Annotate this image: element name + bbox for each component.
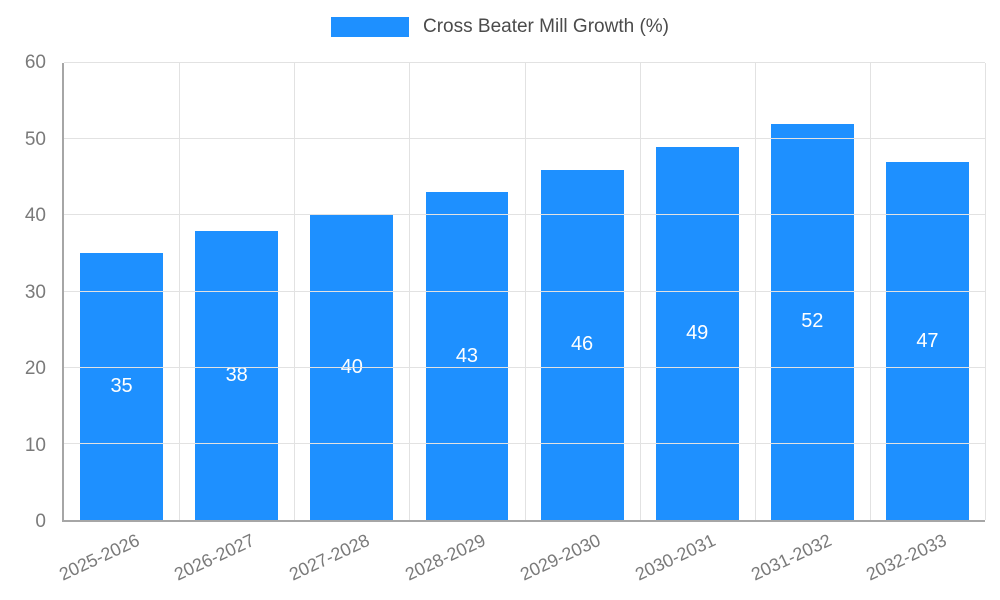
legend[interactable]: Cross Beater Mill Growth (%)	[0, 16, 1000, 38]
plot-area: 35 38 40 43 46 49 52 47	[62, 62, 986, 522]
x-tick-label: 2030-2031	[632, 530, 720, 585]
bar-slot: 43	[409, 63, 524, 520]
y-tick-label: 20	[24, 358, 46, 380]
bar: 40	[310, 215, 394, 520]
x-tick-label: 2031-2032	[747, 530, 835, 585]
x-slot: 2025-2026	[56, 522, 177, 600]
bar: 46	[540, 169, 624, 520]
x-tick-label: 2025-2026	[55, 530, 143, 585]
x-tick-label: 2026-2027	[171, 530, 258, 585]
y-tick-label: 60	[24, 52, 46, 73]
v-gridline	[409, 63, 411, 520]
bar-value-label: 38	[225, 363, 248, 386]
bar-value-label: 47	[916, 329, 939, 352]
v-gridline	[985, 63, 986, 520]
bar-value-label: 40	[340, 356, 363, 379]
x-tick-label: 2028-2029	[401, 530, 489, 585]
x-slot: 2030-2031	[633, 522, 754, 600]
y-tick-label: 50	[24, 128, 46, 150]
v-gridline	[294, 63, 296, 520]
bar-slot: 49	[640, 63, 755, 520]
y-axis: 0 10 20 30 40 50 60	[0, 52, 52, 532]
bar-value-label: 46	[570, 333, 594, 356]
bar-value-label: 49	[686, 321, 709, 344]
v-gridline	[869, 63, 871, 520]
bar: 38	[195, 230, 279, 520]
bar-value-label: 35	[110, 375, 133, 398]
x-tick-label: 2032-2033	[863, 530, 950, 585]
v-gridline	[524, 63, 526, 520]
bar: 35	[80, 253, 163, 520]
x-axis: 2025-2026 2026-2027 2027-2028 2028-2029 2029…	[56, 522, 985, 600]
y-tick-label: 40	[24, 205, 46, 227]
v-gridline	[179, 63, 181, 520]
y-tick-label: 0	[35, 511, 46, 532]
h-gridline	[64, 62, 985, 63]
bar-slot: 38	[179, 63, 294, 520]
x-slot: 2029-2030	[517, 522, 639, 600]
x-tick-label: 2027-2028	[286, 530, 373, 585]
x-slot: 2032-2033	[863, 522, 985, 600]
x-slot: 2026-2027	[171, 522, 292, 600]
x-tick-label: 2029-2030	[517, 530, 604, 585]
y-tick-label: 30	[24, 281, 46, 303]
bar-slot: 35	[64, 63, 179, 520]
legend-label: Cross Beater Mill Growth (%)	[423, 16, 669, 37]
bar-value-label: 52	[801, 310, 824, 333]
v-gridline	[639, 63, 641, 520]
legend-swatch	[331, 17, 409, 37]
bar: 52	[770, 123, 854, 520]
bars-layer: 35 38 40 43 46 49 52 47	[64, 63, 985, 520]
bar-value-label: 43	[455, 344, 479, 367]
x-slot: 2031-2032	[748, 522, 869, 600]
bar: 47	[886, 162, 969, 520]
bar-slot: 52	[755, 63, 870, 520]
bar-slot: 47	[870, 63, 985, 520]
bar: 49	[655, 146, 739, 520]
bar: 43	[425, 192, 509, 520]
bar-slot: 46	[525, 63, 640, 520]
x-slot: 2028-2029	[402, 522, 523, 600]
y-tick-label: 10	[24, 434, 46, 456]
v-gridline	[754, 63, 756, 520]
bar-slot: 40	[294, 63, 409, 520]
x-slot: 2027-2028	[286, 522, 408, 600]
